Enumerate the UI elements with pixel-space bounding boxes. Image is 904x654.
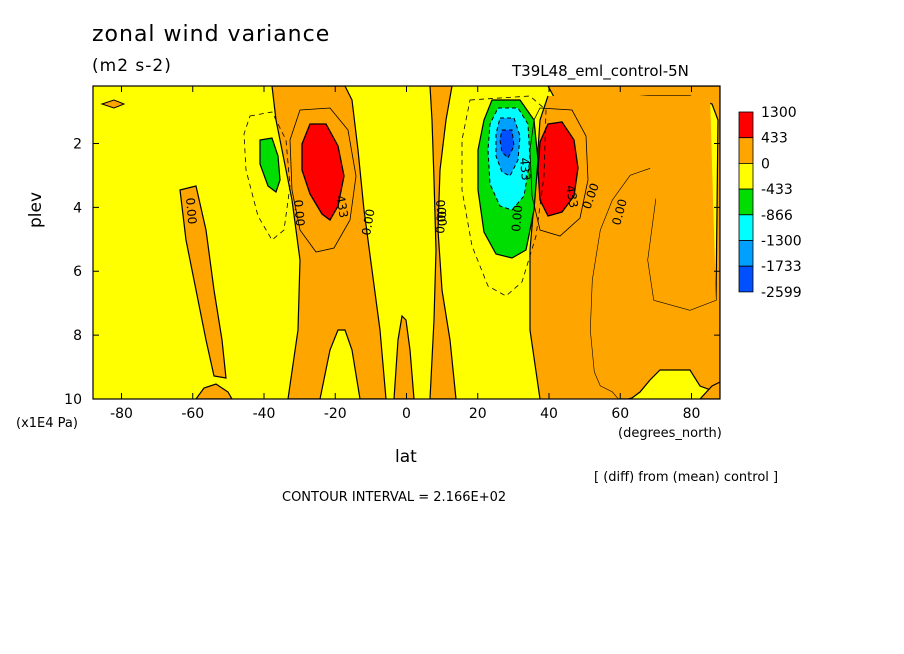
colorbar-swatch (738, 137, 754, 164)
orange-region-sh-top (271, 86, 387, 399)
colorbar-label: 0 (761, 156, 770, 172)
y-tick-label: 10 (64, 392, 82, 408)
x-tick-label: -20 (324, 406, 347, 422)
contour-label: 0.00 (183, 197, 199, 225)
x-unit-label: (degrees_north) (618, 426, 722, 441)
units-label: (m2 s-2) (92, 56, 172, 76)
y-unit-label: (x1E4 Pa) (16, 416, 78, 431)
y-tick-label: 2 (73, 136, 82, 152)
x-tick-label: -60 (181, 406, 204, 422)
y-tick-label: 8 (73, 328, 82, 344)
orange-region-center-bottom (393, 314, 415, 399)
contour-labels: 433 0.00 0.00 0.00 0.00 0.00 0.00 433 43… (183, 157, 630, 236)
colorbar-label: -1733 (761, 259, 802, 275)
colorbar-swatch (738, 188, 754, 216)
colorbar-label: -433 (761, 182, 793, 198)
colorbar-label: 1300 (761, 105, 797, 121)
contour-label: 433 (517, 157, 533, 181)
x-tick-label: 40 (540, 406, 558, 422)
colorbar-swatch (738, 162, 754, 190)
dashed-contour-nh (461, 95, 547, 297)
y-tick-label: 6 (73, 264, 82, 280)
x-tick-label: 0 (402, 406, 411, 422)
contour-interval: CONTOUR INTERVAL = 2.166E+02 (282, 490, 507, 505)
x-axis-label: lat (395, 447, 417, 467)
orange-blob-topleft (100, 99, 126, 109)
orange-region-nh-bottom (699, 381, 720, 399)
blue-region-nh (499, 129, 515, 159)
colorbar-label: -866 (761, 208, 793, 224)
colorbar-swatch (738, 111, 754, 139)
contour-label: 0.00 (509, 204, 525, 232)
x-tick-label: 20 (469, 406, 487, 422)
contour-label: 0.00 (433, 199, 449, 227)
contour-label: 0.00 (433, 206, 449, 234)
contour-field: 433 0.00 0.00 0.00 0.00 0.00 0.00 433 43… (93, 86, 720, 399)
contour-label: 0.00 (359, 208, 377, 237)
colorbar-swatch (738, 214, 754, 241)
colorbar-swatch (738, 265, 754, 293)
orange-region-center (429, 86, 457, 399)
green-region-sh (259, 137, 281, 193)
chart-title: zonal wind variance (92, 22, 331, 47)
x-tick-label: 80 (683, 406, 701, 422)
orange-region-sh-tongue (179, 185, 227, 379)
colorbar-label: 433 (761, 131, 788, 147)
diff-note: [ (diff) from (mean) control ] (594, 470, 779, 485)
contour-label: 0.00 (609, 197, 629, 226)
y-axis: 2 4 6 8 10 (64, 136, 720, 408)
colorbar-label: -1300 (761, 234, 802, 250)
x-axis: -80 -60 -40 -20 0 20 40 60 80 (110, 86, 700, 422)
y-tick-label: 4 (73, 200, 82, 216)
colorbar-label: -2599 (761, 285, 802, 301)
x-tick-label: -40 (253, 406, 276, 422)
colorbar-swatch (738, 240, 754, 267)
contour-433-sh (289, 107, 357, 253)
orange-region-sh-bottom (195, 383, 233, 399)
contour-433-nh (529, 107, 589, 237)
dashed-contour-sh (243, 111, 291, 241)
contour-label: 433 (333, 194, 351, 219)
x-tick-label: 60 (611, 406, 629, 422)
red-region-nh (537, 121, 579, 217)
contour-label: 0.00 (291, 199, 307, 227)
run-label: T39L48_eml_control-5N (512, 62, 689, 80)
red-region-sh (301, 123, 345, 221)
colorbar: 1300 433 0 -433 -866 -1300 -1733 -2599 (738, 105, 802, 301)
x-tick-label: -80 (110, 406, 133, 422)
contour-label: 433 (563, 184, 581, 209)
